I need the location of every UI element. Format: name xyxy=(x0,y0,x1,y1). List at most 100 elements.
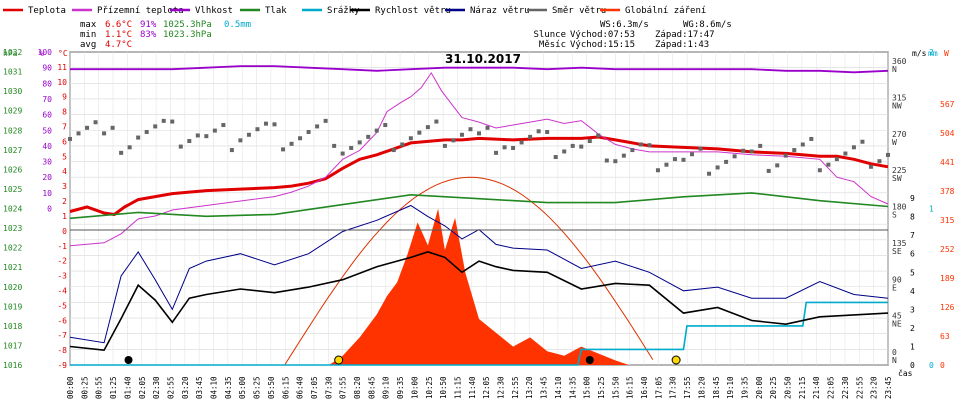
hpa-tick: 1027 xyxy=(3,146,22,155)
c-unit: °C xyxy=(58,49,68,58)
w-tick: 315 xyxy=(940,216,955,225)
time-tick: 05:50 xyxy=(267,376,276,399)
wind-direction-point xyxy=(800,142,805,147)
mm-tick: 2 xyxy=(929,48,934,57)
wind-direction-point xyxy=(383,123,388,128)
ms-tick: 6 xyxy=(910,250,915,259)
c-tick: 2 xyxy=(62,197,67,206)
stats-min-label: min xyxy=(80,30,96,40)
hpa-tick: 1017 xyxy=(3,341,22,350)
time-tick: 17:55 xyxy=(683,376,692,399)
wind-direction-point xyxy=(860,139,865,144)
wind-direction-point xyxy=(255,127,260,132)
time-tick: 10:00 xyxy=(410,376,419,399)
hpa-tick: 1025 xyxy=(3,185,22,194)
pct-tick: 90 xyxy=(42,64,52,73)
wind-direction-point xyxy=(766,168,771,173)
ms-tick: 3 xyxy=(910,305,915,314)
pct-tick: 40 xyxy=(42,142,52,151)
time-tick: 21:40 xyxy=(812,376,821,399)
wind-direction-point xyxy=(144,129,149,134)
hpa-tick: 1026 xyxy=(3,165,22,174)
dir-label: N xyxy=(892,65,897,74)
legend-label: Náraz větru xyxy=(470,6,530,16)
wind-direction-point xyxy=(127,145,132,150)
wind-direction-point xyxy=(536,129,541,134)
c-tick: -7 xyxy=(57,331,67,340)
c-tick: 1 xyxy=(62,212,67,221)
w-tick: 0 xyxy=(940,361,945,370)
dir-tick: 90 xyxy=(892,275,902,284)
mm-tick: 0 xyxy=(929,361,934,370)
wind-direction-point xyxy=(340,151,345,156)
wind-direction-point xyxy=(562,149,567,154)
wind-direction-point xyxy=(263,121,268,126)
legend-label: Tlak xyxy=(265,6,287,16)
wind-direction-point xyxy=(425,125,430,130)
w-unit: W xyxy=(944,49,949,58)
ms-tick: 2 xyxy=(910,324,915,333)
ms-tick: 7 xyxy=(910,231,915,240)
time-tick: 17:30 xyxy=(669,376,678,399)
hpa-tick: 1028 xyxy=(3,126,22,135)
time-tick: 16:15 xyxy=(626,376,635,399)
wind-direction-point xyxy=(366,134,371,139)
wind-direction-point xyxy=(494,150,499,155)
c-tick: 10 xyxy=(57,78,67,87)
pct-unit: % xyxy=(39,49,44,58)
series-layer xyxy=(68,65,890,366)
stats-max-rain: 0.5mm xyxy=(224,20,251,30)
ms-tick: 4 xyxy=(910,287,915,296)
wind-direction-point xyxy=(877,159,882,164)
legend-label: Globální záření xyxy=(625,6,706,16)
sunset-icon xyxy=(671,355,681,365)
hpa-tick: 1031 xyxy=(3,68,22,77)
c-tick: 3 xyxy=(62,182,67,191)
wind-direction-point xyxy=(229,148,234,153)
wind-direction-point xyxy=(238,138,243,143)
wind-direction-point xyxy=(698,146,703,151)
sunrise-icon xyxy=(334,355,344,365)
ms-tick: 9 xyxy=(910,194,915,203)
wind-direction-point xyxy=(613,159,618,164)
legend: Teplota Přízemní teplota Vlhkost Tlak Srážky… xyxy=(3,6,706,16)
dir-label: SE xyxy=(892,247,902,256)
time-tick: 06:15 xyxy=(281,376,290,399)
wind-direction-point xyxy=(187,139,192,144)
hpa-tick: 1016 xyxy=(3,361,22,370)
c-tick: -1 xyxy=(57,242,67,251)
wind-direction-point xyxy=(775,163,780,168)
wind-direction-point xyxy=(221,123,226,128)
wind-direction-point xyxy=(570,143,575,148)
wind-direction-point xyxy=(664,162,669,167)
dir-tick: 315 xyxy=(892,93,907,102)
series-line-p-zemn-teplota xyxy=(69,71,889,247)
daily-stats: max 6.6°C 91% 1025.3hPa 0.5mm min 1.1°C … xyxy=(80,20,251,50)
radiation-area xyxy=(329,208,629,365)
dir-label: NW xyxy=(892,101,902,110)
time-tick: 22:30 xyxy=(841,376,850,399)
sun-label: Slunce xyxy=(533,30,566,40)
wind-direction-point xyxy=(621,153,626,158)
moon-label: Měsíc xyxy=(539,40,566,50)
series-line-vlhkost xyxy=(70,65,889,74)
wind-direction-point xyxy=(102,131,107,136)
time-tick: 12:55 xyxy=(511,376,520,399)
wind-direction-point xyxy=(434,119,439,124)
pct-tick: 30 xyxy=(42,158,52,167)
hpa-tick: 1020 xyxy=(3,283,22,292)
stats-avg-temp: 4.7°C xyxy=(105,40,132,50)
mm-tick: 1 xyxy=(929,205,934,214)
hpa-unit: hPa xyxy=(3,49,18,58)
c-tick: -9 xyxy=(57,361,67,370)
time-tick: 11:15 xyxy=(453,376,462,399)
wind-direction-point xyxy=(681,157,686,162)
wind-direction-point xyxy=(817,168,822,173)
wind-direction-point xyxy=(672,157,677,162)
wind-direction-point xyxy=(212,128,217,133)
time-tick: 20:50 xyxy=(784,376,793,399)
wind-direction-point xyxy=(408,136,413,141)
c-tick: -3 xyxy=(57,272,67,281)
c-tick: -8 xyxy=(57,346,67,355)
wind-direction-point xyxy=(119,150,124,155)
